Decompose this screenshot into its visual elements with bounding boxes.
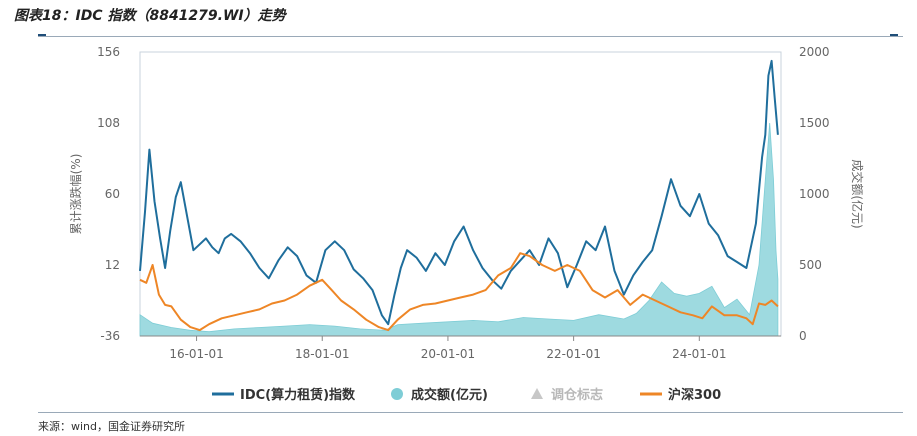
y-right-tick-label: 1000 [799,187,830,201]
x-tick-label: 22-01-01 [546,347,600,361]
y-right-tick-label: 0 [799,329,807,343]
legend-label-volume: 成交额(亿元) [411,387,488,403]
x-tick-label: 18-01-01 [295,347,349,361]
y-left-tick-label: -36 [100,329,120,343]
volume-area-series [139,122,779,337]
y-left-axis-title: 累计涨跌幅(%) [68,154,83,235]
source-rule [38,412,903,413]
legend-label-hs300: 沪深300 [668,387,721,403]
title-rule [38,36,903,37]
title-rule-accent-left [38,34,46,36]
x-tick-label: 16-01-01 [169,347,223,361]
plot-area-border [139,51,782,337]
x-tick-label: 24-01-01 [672,347,726,361]
title-rule-accent-right [890,34,898,36]
source-note: 来源：wind，国金证券研究所 [38,420,186,433]
y-right-tick-label: 2000 [799,45,830,59]
chart-title: 图表18：IDC 指数（8841279.WI）走势 [14,8,286,24]
hs300-line [139,252,779,332]
y-right-tick-label: 1500 [799,116,830,130]
y-right-tick-label: 500 [799,258,822,272]
y-left-tick-label: 108 [97,116,120,130]
y-left-tick-label: 12 [105,258,120,272]
legend-swatch-triangle [531,388,543,399]
legend-swatch-circle [391,388,403,400]
idc-index-chart: -36 12 60 108 156 0 500 1000 1500 2000 16-01-01 18-… [68,45,865,403]
idc-index-line [139,59,779,326]
y-right-axis-title: 成交额(亿元) [850,159,865,228]
x-tick-label: 20-01-01 [421,347,475,361]
legend-label-idc: IDC(算力租赁)指数 [240,387,356,403]
y-left-tick-label: 60 [105,187,120,201]
legend-label-flag: 调仓标志 [551,387,603,403]
y-left-tick-label: 156 [97,45,120,59]
